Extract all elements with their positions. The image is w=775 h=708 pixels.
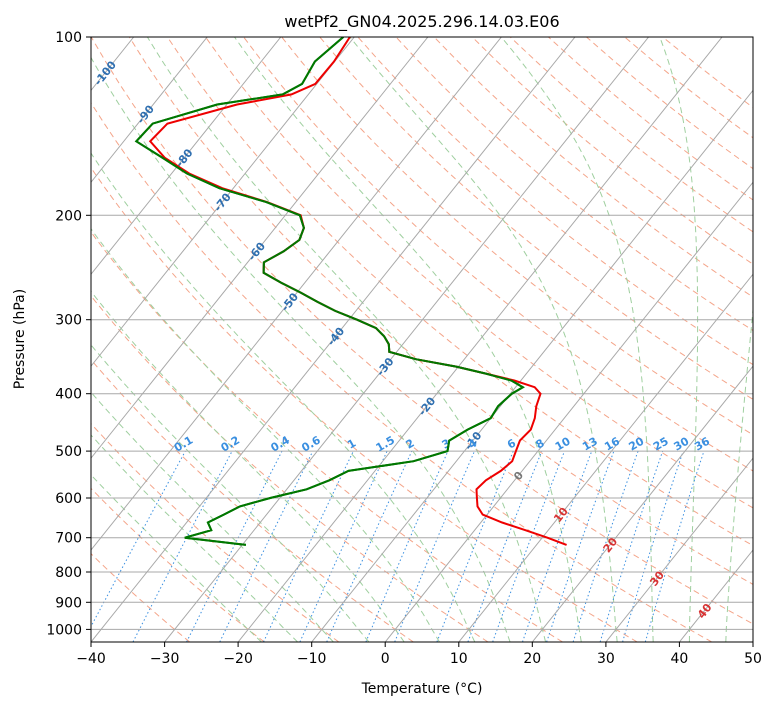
dry-adiabat bbox=[395, 37, 753, 332]
x-axis: −40 −30 −20 −10 0 10 20 30 40 50 bbox=[76, 642, 762, 667]
dry-adiabat bbox=[91, 423, 340, 642]
moist-adiabat bbox=[91, 56, 511, 642]
y-tick-label: 400 bbox=[55, 387, 82, 403]
y-tick-label: 900 bbox=[55, 595, 82, 611]
mixing-ratio-line bbox=[599, 450, 664, 642]
isotherm-line bbox=[458, 273, 753, 642]
chart-title: wetPf2_GN04.2025.296.14.03.E06 bbox=[284, 12, 559, 32]
mixing-ratio-line bbox=[326, 450, 413, 642]
x-tick-label: 30 bbox=[597, 651, 615, 667]
isotherms bbox=[91, 37, 753, 642]
moist-adiabat bbox=[91, 434, 298, 642]
mixing-ratio-line bbox=[186, 450, 283, 642]
isotherm-line bbox=[164, 37, 649, 642]
dry-adiabat bbox=[91, 553, 191, 642]
x-tick-label: 10 bbox=[450, 651, 468, 667]
y-tick-label: 100 bbox=[55, 30, 82, 46]
dry-adiabats bbox=[91, 37, 753, 642]
y-axis: 100 200 300 400 500 600 700 800 900 1000 bbox=[46, 30, 91, 638]
mixing-ratio-line bbox=[492, 450, 565, 642]
pressure-gridlines bbox=[91, 37, 753, 630]
dry-adiabat bbox=[91, 166, 638, 642]
dry-adiabat bbox=[91, 295, 489, 642]
x-tick-label: 40 bbox=[670, 651, 688, 667]
isotherm-line bbox=[91, 37, 576, 642]
moist-adiabat bbox=[91, 391, 334, 642]
y-tick-label: 200 bbox=[55, 208, 82, 224]
moist-adiabat bbox=[91, 152, 476, 642]
isotherm-line bbox=[91, 37, 502, 551]
mixing-ratio-line bbox=[219, 450, 314, 642]
x-tick-label: −20 bbox=[223, 651, 253, 667]
moist-adiabat bbox=[234, 37, 582, 642]
x-tick-label: 20 bbox=[523, 651, 541, 667]
moist-adiabat bbox=[659, 37, 699, 642]
x-tick-label: −10 bbox=[297, 651, 327, 667]
moist-adiabat bbox=[91, 227, 440, 642]
y-tick-label: 300 bbox=[55, 313, 82, 329]
mixing-ratio-line bbox=[546, 450, 615, 642]
mixing-ratio-line bbox=[467, 450, 543, 642]
x-tick-label: 50 bbox=[744, 651, 762, 667]
moist-adiabat bbox=[500, 37, 654, 642]
isotherm-line bbox=[237, 37, 723, 642]
dry-adiabat bbox=[433, 37, 753, 298]
plot-frame bbox=[90, 36, 754, 643]
mixing-ratio-line bbox=[522, 450, 593, 642]
x-tick-label: −30 bbox=[150, 651, 180, 667]
x-tick-label: −40 bbox=[76, 651, 106, 667]
isotherm-line bbox=[91, 37, 355, 367]
y-tick-label: 700 bbox=[55, 531, 82, 547]
dry-adiabat bbox=[91, 231, 563, 642]
y-tick-label: 600 bbox=[55, 491, 82, 507]
y-axis-label: Pressure (hPa) bbox=[12, 289, 28, 389]
x-tick-label: 0 bbox=[381, 651, 390, 667]
moist-adiabat bbox=[349, 37, 618, 642]
y-tick-label: 1000 bbox=[46, 622, 82, 638]
dry-adiabat bbox=[357, 37, 753, 366]
isotherm-line bbox=[531, 365, 753, 642]
isotherm-line bbox=[91, 37, 208, 184]
isotherm-line bbox=[91, 37, 282, 276]
dry-adiabat bbox=[128, 37, 753, 585]
moist-adiabat bbox=[91, 290, 405, 642]
isotherm-line bbox=[91, 37, 429, 459]
y-tick-label: 500 bbox=[55, 444, 82, 460]
mixing-ratio-line bbox=[365, 450, 449, 642]
moist-adiabats bbox=[91, 37, 753, 642]
isotherm-line bbox=[311, 89, 753, 642]
isotherm-line bbox=[384, 181, 753, 642]
mixing-ratio-line bbox=[91, 450, 186, 628]
dry-adiabat bbox=[205, 37, 753, 509]
mixing-ratio-line bbox=[572, 450, 639, 642]
y-tick-label: 800 bbox=[55, 565, 82, 581]
isotherm-line bbox=[605, 457, 753, 642]
x-axis-label: Temperature (°C) bbox=[361, 681, 483, 697]
mixing-ratio-line bbox=[436, 450, 514, 642]
mixing-ratio-line bbox=[622, 450, 684, 642]
dry-adiabat bbox=[91, 101, 713, 642]
